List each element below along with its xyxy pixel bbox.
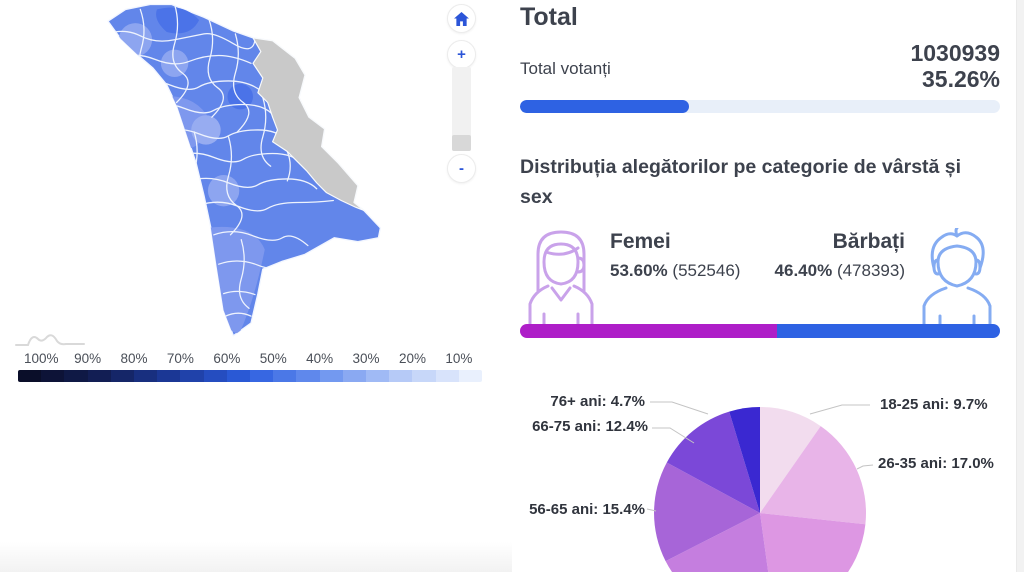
moldova-choropleth-map[interactable] [106, 2, 400, 350]
gender-bar-female-segment [520, 324, 778, 338]
total-voters-count: 1030939 [910, 40, 1000, 66]
pie-slice-46-55-ani[interactable] [665, 513, 775, 572]
legend-tick: 60% [213, 351, 241, 366]
region-no-data[interactable] [252, 37, 365, 211]
stats-panel: Total Total votanți 1030939 35.26% Distr… [520, 0, 1000, 572]
legend-segment [110, 370, 135, 382]
legend-segment [18, 370, 42, 382]
legend-segment [226, 370, 251, 382]
home-icon [454, 11, 469, 26]
pie-label-56-65: 56-65 ani: 15.4% [529, 501, 645, 518]
male-percent: 46.40% [774, 261, 833, 280]
legend-segment [342, 370, 367, 382]
map-zoom-slider[interactable] [452, 67, 471, 151]
age-pie-svg[interactable] [520, 380, 1024, 572]
female-stats: Femei 53.60% (552546) [610, 230, 740, 281]
legend-segment [180, 370, 204, 382]
legend-segment [412, 370, 436, 382]
turnout-legend: 100% 90% 80% 70% 60% 50% 40% 30% 20% 10% [18, 351, 482, 382]
turnout-progress-bar [520, 100, 1000, 113]
legend-segment [296, 370, 320, 382]
gender-split-bar [520, 324, 1000, 338]
total-voters-percent: 35.26% [921, 66, 1000, 92]
legend-gradient-bar [18, 370, 482, 382]
female-count: (552546) [672, 261, 741, 280]
legend-tick: 50% [259, 351, 287, 366]
legend-segment [435, 370, 459, 382]
male-label: Bărbați [832, 230, 905, 253]
pie-label-66-75: 66-75 ani: 12.4% [532, 418, 648, 435]
map-zoom-in-button[interactable]: + [447, 40, 476, 69]
legend-segment [389, 370, 413, 382]
female-icon [528, 230, 594, 328]
legend-segment [203, 370, 227, 382]
legend-tick: 80% [120, 351, 148, 366]
legend-segment [41, 370, 65, 382]
page-title: Total [520, 3, 578, 31]
pie-label-76plus: 76+ ani: 4.7% [550, 393, 645, 410]
pie-label-26-35: 26-35 ani: 17.0% [878, 455, 994, 472]
map-zoom-slider-thumb[interactable] [452, 135, 471, 151]
legend-segment [273, 370, 297, 382]
pie-slice-76+-ani[interactable] [729, 407, 760, 513]
legend-tick: 20% [398, 351, 426, 366]
legend-segment [87, 370, 111, 382]
turnout-progress-fill [520, 100, 690, 113]
male-stats: Bărbați 46.40% (478393) [775, 230, 905, 281]
legend-segment [157, 370, 181, 382]
legend-segment [250, 370, 274, 382]
map-panel: + - 100% 90% 80% 70% 60% 50% 40% 30% 20% 10% [0, 2, 512, 572]
legend-tick: 70% [166, 351, 194, 366]
pie-slice-18-25-ani[interactable] [760, 407, 821, 513]
pie-slice-66-75-ani[interactable] [666, 411, 760, 513]
legend-tick: 90% [74, 351, 102, 366]
page-scrollbar[interactable] [1016, 0, 1024, 572]
distribution-curve-icon [15, 334, 85, 346]
male-count: (478393) [836, 261, 905, 280]
pie-slice-36-45-ani[interactable] [760, 513, 866, 572]
legend-tick: 100% [23, 351, 59, 366]
legend-segment [64, 370, 88, 382]
age-pie-chart [520, 380, 1024, 572]
pie-label-18-25: 18-25 ani: 9.7% [880, 396, 988, 413]
legend-tick: 10% [445, 351, 473, 366]
female-label: Femei [610, 230, 671, 253]
total-voters-label: Total votanți [520, 59, 611, 78]
map-home-button[interactable] [447, 4, 476, 33]
map-zoom-out-button[interactable]: - [447, 154, 476, 183]
legend-tick: 40% [306, 351, 334, 366]
legend-segment [319, 370, 343, 382]
pie-slice-26-35-ani[interactable] [760, 426, 867, 525]
legend-tick-labels: 100% 90% 80% 70% 60% 50% 40% 30% 20% 10% [18, 351, 482, 366]
pie-leader-lines [646, 401, 874, 512]
legend-segment [458, 370, 482, 382]
male-values: 46.40% (478393) [775, 261, 905, 281]
legend-tick: 30% [352, 351, 380, 366]
female-percent: 53.60% [610, 261, 668, 280]
female-values: 53.60% (552546) [610, 261, 740, 281]
distribution-heading: Distribuția alegătorilor pe categorie de… [520, 156, 962, 208]
male-icon [922, 228, 992, 328]
total-voters-values: 1030939 35.26% [910, 40, 1000, 92]
pie-slice-56-65-ani[interactable] [654, 462, 760, 562]
panel-bottom-fade [0, 542, 512, 572]
legend-segment [134, 370, 158, 382]
legend-segment [366, 370, 390, 382]
gender-bar-male-segment [777, 324, 1000, 338]
